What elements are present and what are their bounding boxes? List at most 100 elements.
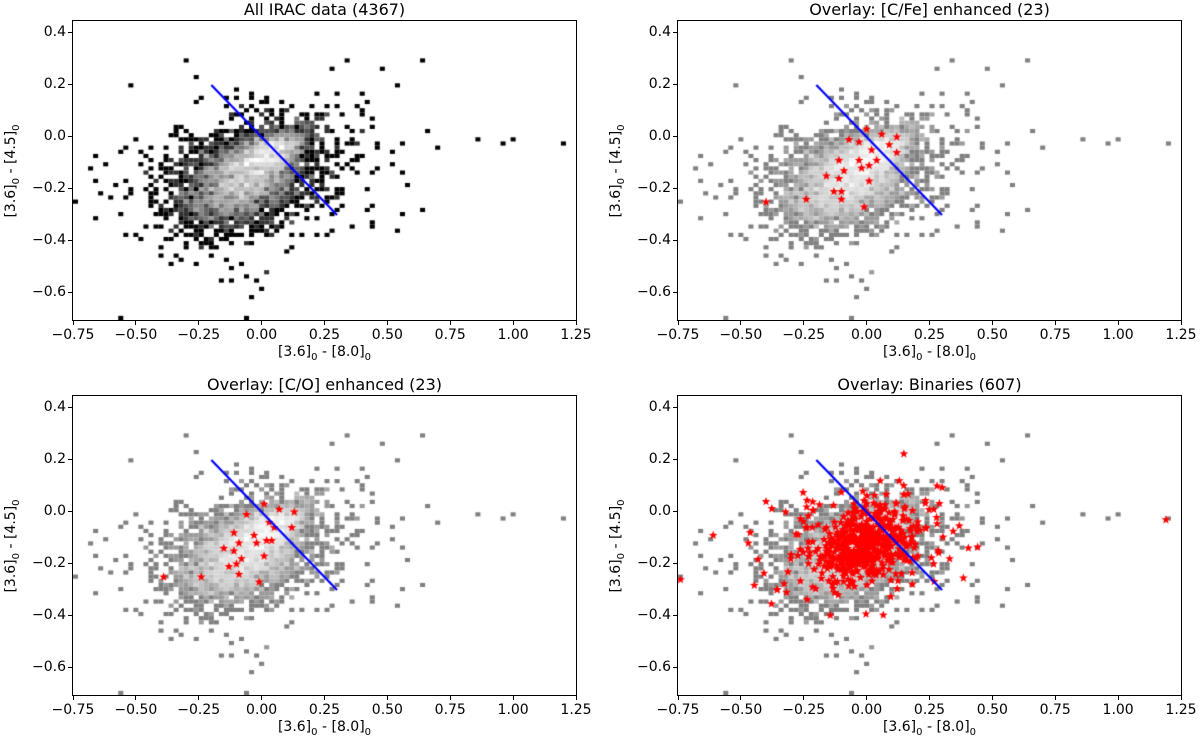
y-tick-mark: [68, 459, 72, 461]
x-tick-mark: [198, 321, 200, 325]
plot-canvas-cfe-enhanced: [678, 21, 1181, 320]
x-tick-label: −0.25: [782, 327, 826, 343]
x-tick-mark: [449, 321, 451, 325]
y-tick-mark: [673, 32, 677, 34]
x-tick-mark: [72, 321, 74, 325]
x-tick-mark: [135, 696, 137, 700]
x-tick-label: −0.75: [656, 327, 700, 343]
x-tick-mark: [677, 321, 679, 325]
y-tick-mark: [673, 667, 677, 669]
panel-title-binaries: Overlay: Binaries (607): [837, 375, 1022, 394]
x-tick-mark: [261, 321, 263, 325]
x-tick-mark: [1054, 696, 1056, 700]
y-tick-mark: [673, 511, 677, 513]
y-tick-mark: [68, 136, 72, 138]
y-tick-mark: [68, 615, 72, 617]
x-tick-label: −0.50: [114, 702, 158, 718]
plot-frame-binaries: [677, 395, 1182, 696]
x-tick-label: −0.50: [719, 702, 763, 718]
x-tick-label: 1.00: [1102, 327, 1134, 343]
y-tick-mark: [68, 667, 72, 669]
y-tick-label: 0.0: [43, 127, 66, 144]
x-axis-label: [3.6]0 - [8.0]0: [277, 719, 372, 738]
x-tick-mark: [866, 696, 868, 700]
y-tick-label: 0.2: [43, 450, 66, 467]
x-tick-label: 0.75: [1039, 702, 1071, 718]
y-tick-label: −0.6: [637, 283, 671, 300]
x-tick-label: 1.00: [497, 702, 529, 718]
y-tick-label: 0.4: [648, 398, 671, 415]
x-tick-label: 0.75: [434, 702, 466, 718]
y-tick-mark: [68, 240, 72, 242]
x-tick-mark: [386, 696, 388, 700]
x-tick-label: 0.25: [308, 702, 341, 718]
x-tick-mark: [386, 321, 388, 325]
x-tick-mark: [512, 696, 514, 700]
x-tick-label: 0.25: [913, 702, 946, 718]
plot-frame-cfe-enhanced: [677, 20, 1182, 321]
y-tick-label: 0.4: [648, 23, 671, 40]
plot-frame-all-irac: [72, 20, 577, 321]
y-tick-label: 0.2: [648, 75, 671, 92]
x-tick-mark: [740, 696, 742, 700]
x-tick-label: 1.25: [1165, 702, 1197, 718]
x-tick-label: 1.25: [1165, 327, 1197, 343]
y-tick-mark: [68, 84, 72, 86]
x-tick-mark: [991, 321, 993, 325]
y-tick-mark: [673, 188, 677, 190]
x-tick-mark: [1117, 696, 1119, 700]
x-tick-mark: [575, 696, 577, 700]
x-tick-label: 0.50: [371, 702, 403, 718]
y-tick-mark: [68, 407, 72, 409]
plot-canvas-binaries: [678, 396, 1181, 695]
y-tick-label: −0.4: [637, 231, 671, 248]
y-axis-label: [3.6]0 - [4.5]0: [3, 498, 22, 593]
y-tick-label: −0.6: [637, 658, 671, 675]
x-axis-label: [3.6]0 - [8.0]0: [277, 344, 372, 363]
x-tick-label: 0.00: [851, 702, 883, 718]
plot-canvas-all-irac: [73, 21, 576, 320]
x-axis-label: [3.6]0 - [8.0]0: [882, 719, 977, 738]
x-tick-mark: [198, 696, 200, 700]
y-tick-label: −0.2: [32, 554, 66, 571]
y-tick-label: −0.4: [32, 231, 66, 248]
panel-title-cfe-enhanced: Overlay: [C/Fe] enhanced (23): [809, 0, 1050, 19]
y-tick-label: 0.2: [43, 75, 66, 92]
x-tick-label: 1.25: [560, 327, 592, 343]
y-tick-mark: [68, 511, 72, 513]
y-tick-label: −0.2: [637, 179, 671, 196]
x-tick-label: −0.50: [719, 327, 763, 343]
x-tick-mark: [803, 321, 805, 325]
plot-canvas-co-enhanced: [73, 396, 576, 695]
y-tick-mark: [68, 188, 72, 190]
y-tick-label: 0.0: [648, 502, 671, 519]
x-tick-label: 0.50: [371, 327, 403, 343]
x-tick-mark: [929, 321, 930, 325]
x-tick-label: −0.75: [51, 702, 95, 718]
x-tick-label: 0.25: [308, 327, 341, 343]
x-tick-label: 1.00: [497, 327, 529, 343]
x-tick-label: 0.25: [913, 327, 946, 343]
x-tick-mark: [575, 321, 577, 325]
x-tick-mark: [512, 321, 514, 325]
x-tick-mark: [261, 696, 263, 700]
y-tick-mark: [673, 459, 677, 461]
x-tick-mark: [449, 696, 451, 700]
y-tick-label: −0.2: [32, 179, 66, 196]
y-tick-label: 0.4: [43, 23, 66, 40]
panel-title-co-enhanced: Overlay: [C/O] enhanced (23): [206, 375, 443, 394]
panel-title-all-irac: All IRAC data (4367): [243, 0, 406, 19]
y-tick-mark: [673, 563, 677, 565]
x-tick-label: 1.00: [1102, 702, 1134, 718]
y-axis-label: [3.6]0 - [4.5]0: [608, 123, 627, 218]
x-tick-mark: [866, 321, 868, 325]
x-tick-mark: [929, 696, 930, 700]
x-tick-label: 0.75: [434, 327, 466, 343]
x-tick-mark: [803, 696, 805, 700]
x-tick-mark: [1054, 321, 1056, 325]
y-tick-mark: [68, 292, 72, 294]
y-axis-label: [3.6]0 - [4.5]0: [3, 123, 22, 218]
x-tick-label: −0.50: [114, 327, 158, 343]
y-tick-label: −0.6: [32, 283, 66, 300]
